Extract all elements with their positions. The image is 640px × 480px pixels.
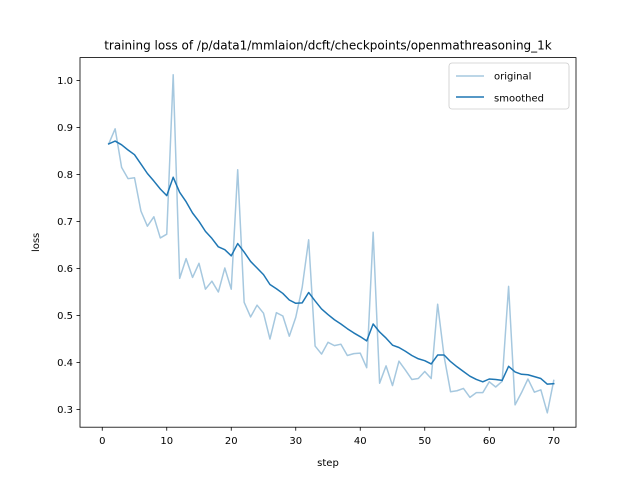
- legend-label-original: original: [494, 72, 531, 83]
- y-axis: 0.3 0.4 0.5 0.6 0.7 0.8 0.9 1.0: [57, 76, 80, 416]
- x-tick-label: 20: [225, 436, 238, 447]
- x-tick-label: 60: [483, 436, 496, 447]
- x-tick-label: 10: [160, 436, 173, 447]
- x-tick-label: 0: [99, 436, 105, 447]
- legend: original smoothed: [448, 62, 570, 110]
- y-tick-label: 0.9: [57, 123, 73, 134]
- y-tick-label: 0.5: [57, 311, 73, 322]
- plot-area: [107, 74, 555, 414]
- y-tick-label: 0.7: [57, 217, 73, 228]
- y-tick-label: 0.4: [57, 358, 73, 369]
- chart-title: training loss of /p/data1/mmlaion/dcft/c…: [104, 39, 552, 53]
- x-tick-label: 70: [547, 436, 560, 447]
- series-line-original: [107, 74, 555, 414]
- y-axis-label: loss: [31, 233, 42, 252]
- y-tick-label: 0.6: [57, 264, 73, 275]
- series-line-smoothed: [107, 140, 555, 385]
- x-tick-label: 30: [289, 436, 302, 447]
- x-tick-label: 40: [354, 436, 367, 447]
- y-tick-label: 0.3: [57, 405, 73, 416]
- axes-frame: [79, 57, 577, 428]
- y-tick-label: 1.0: [57, 76, 73, 87]
- x-tick-label: 50: [418, 436, 431, 447]
- x-axis: 0 10 20 30 40 50 60 70: [99, 427, 560, 447]
- y-tick-label: 0.8: [57, 170, 73, 181]
- x-axis-label: step: [317, 458, 339, 469]
- legend-label-smoothed: smoothed: [494, 94, 544, 105]
